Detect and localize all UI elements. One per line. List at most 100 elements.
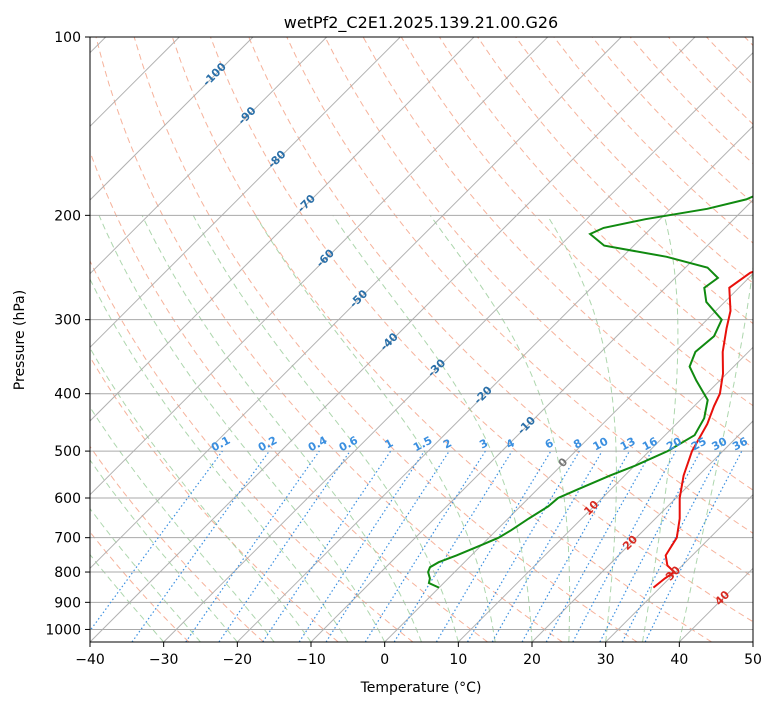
dry-adiabat	[171, 37, 712, 642]
isotherm-line	[457, 346, 753, 642]
isotherm-line	[90, 37, 254, 201]
moist-adiabat	[90, 553, 165, 642]
moist-adiabat	[192, 215, 459, 642]
moist-adiabat	[429, 215, 571, 642]
mixing-ratio-label: 16	[640, 435, 660, 454]
mixing-ratio-line	[572, 450, 677, 642]
y-tick-label: 800	[54, 565, 81, 581]
isotherm-line	[752, 641, 753, 642]
dry-adiabat	[90, 259, 414, 642]
y-tick-label: 600	[54, 491, 81, 507]
isotherm-line	[163, 51, 753, 642]
x-axis-label: Temperature (°C)	[360, 680, 482, 696]
dry-adiabat	[706, 37, 753, 86]
background-lines	[90, 37, 753, 642]
mixing-ratio-label: 13	[618, 435, 638, 454]
dry-adiabat	[90, 150, 488, 642]
mixing-ratio-line	[131, 450, 270, 642]
mixing-ratio-line	[435, 450, 552, 642]
mixing-ratio-label: 2	[441, 436, 454, 451]
moist-adiabat	[546, 215, 617, 642]
mixing-ratio-line	[521, 450, 631, 642]
moist-adiabat	[90, 406, 275, 642]
isotherm-label: -80	[265, 148, 288, 171]
isotherm-line	[605, 493, 753, 642]
dry-adiabat	[515, 37, 753, 284]
mixing-ratio-label: 6	[543, 436, 556, 451]
moist-adiabat	[90, 507, 201, 642]
mixing-ratio-line	[393, 450, 513, 642]
isotherm-label: -70	[295, 192, 318, 215]
isotherm-line	[236, 125, 753, 642]
moist-adiabat	[678, 263, 753, 642]
isotherm-line	[678, 567, 753, 642]
mixing-ratio-line	[325, 450, 450, 642]
x-tick-label: 50	[744, 652, 762, 668]
moist-adiabat	[141, 215, 422, 642]
mixing-ratio-label: 4	[504, 436, 517, 451]
isotherm-line	[90, 37, 401, 349]
moist-adiabat	[642, 215, 679, 642]
isotherm-label: -50	[347, 287, 370, 310]
mixing-ratio-line	[599, 450, 702, 642]
dry-adiabat	[95, 37, 563, 642]
y-axis: 1000 900 800 700 600 500 400 300 200 100	[45, 30, 90, 638]
isotherm-line	[90, 37, 622, 570]
mixing-ratio-label: 20	[664, 435, 684, 454]
dry-adiabat	[90, 531, 190, 642]
x-tick-label: −20	[223, 652, 253, 668]
isotherm-label: 30	[663, 563, 683, 583]
temperature-profile-line	[652, 270, 753, 589]
x-tick-label: 30	[597, 652, 615, 668]
mixing-ratio-line	[298, 450, 425, 642]
mixing-ratio-label: 25	[689, 435, 709, 454]
y-tick-label: 500	[54, 444, 81, 460]
data-series	[427, 195, 753, 589]
moist-adiabat	[90, 459, 238, 642]
mixing-ratio-label: 10	[591, 435, 611, 454]
y-tick-label: 700	[54, 531, 81, 547]
dry-adiabat	[553, 37, 753, 244]
x-tick-label: −10	[296, 652, 326, 668]
x-tick-label: −40	[75, 652, 105, 668]
isotherm-line	[90, 37, 696, 642]
isotherm-label: 40	[712, 588, 732, 608]
mixing-ratio-label: 30	[710, 435, 730, 454]
dry-adiabat	[324, 37, 753, 491]
isotherm-label: -10	[515, 414, 538, 437]
dry-adiabat	[591, 37, 753, 204]
mixing-ratio-line	[262, 450, 392, 642]
dry-adiabat	[744, 37, 753, 47]
isotherm-label: -60	[314, 246, 337, 269]
moist-adiabat	[332, 215, 533, 642]
mixing-ratio-line	[545, 450, 653, 642]
moist-adiabat	[90, 347, 312, 642]
dewpoint-profile-line	[427, 195, 753, 589]
y-tick-label: 100	[54, 30, 81, 46]
isotherm-label: 0	[556, 455, 571, 470]
mixing-ratio-line	[466, 450, 580, 642]
y-tick-label: 900	[54, 595, 81, 611]
isotherm-label: -90	[235, 104, 258, 127]
mixing-ratio-line	[90, 450, 223, 632]
isotherm-label: -40	[378, 330, 401, 353]
plot-frame	[89, 36, 754, 643]
mixing-ratio-line	[185, 450, 320, 642]
x-axis: −40 −30 −20 −10 0 10 20 30 40 50	[75, 642, 762, 668]
isotherm-line	[531, 420, 753, 642]
x-tick-label: 40	[670, 652, 688, 668]
isotherm-line	[384, 272, 753, 642]
y-tick-label: 1000	[45, 622, 81, 638]
isotherm-line	[90, 37, 328, 275]
x-tick-label: 20	[523, 652, 541, 668]
isotherm-line	[90, 37, 475, 422]
dry-adiabat	[248, 37, 753, 578]
dry-adiabat	[133, 37, 638, 642]
chart-title: wetPf2_C2E1.2025.139.21.00.G26	[284, 13, 558, 33]
moist-adiabat	[98, 215, 386, 642]
mixing-ratio-line	[644, 450, 743, 642]
dry-adiabat	[90, 356, 339, 642]
isotherm-line	[90, 37, 549, 496]
y-axis-label: Pressure (hPa)	[12, 290, 28, 390]
x-tick-label: 10	[449, 652, 467, 668]
